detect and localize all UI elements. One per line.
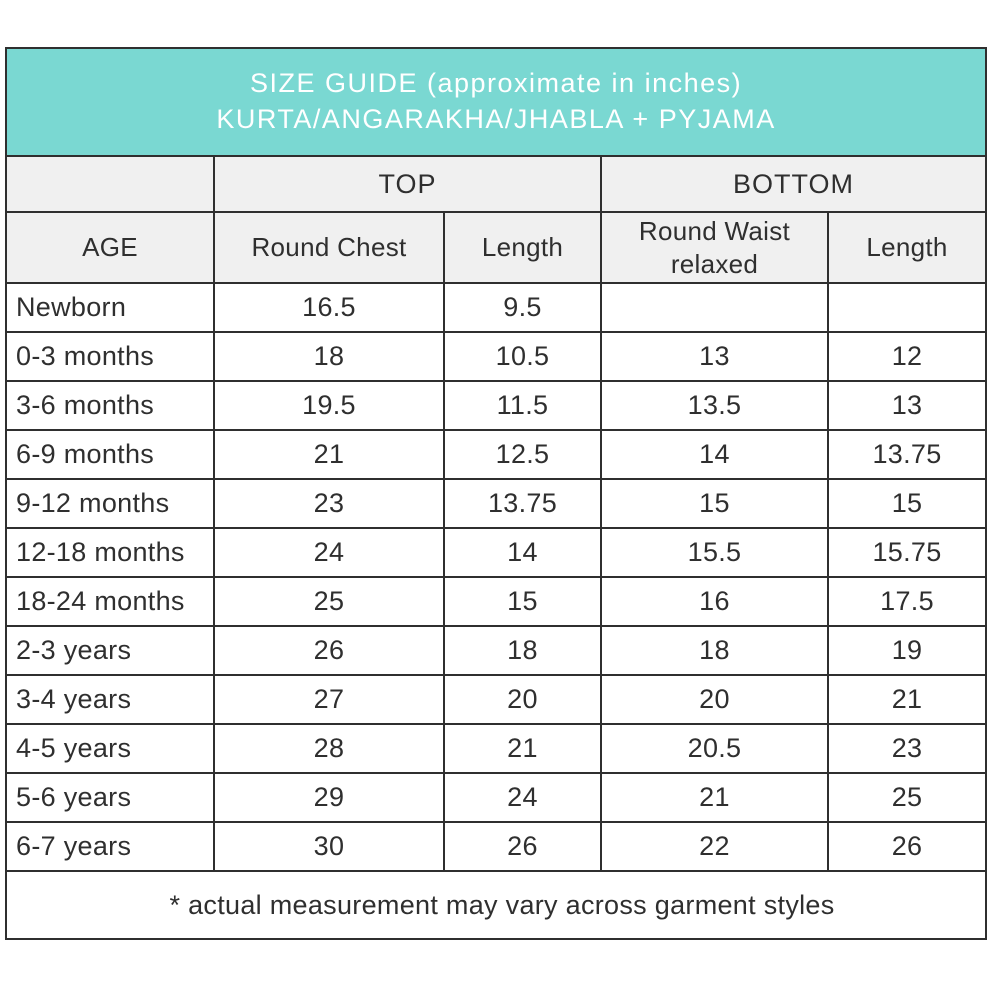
banner-subtitle: KURTA/ANGARAKHA/JHABLA + PYJAMA <box>216 104 776 134</box>
bottom-length-cell: 26 <box>826 821 988 872</box>
top-length-cell: 18 <box>443 625 602 676</box>
round-waist-cell: 21 <box>600 772 829 823</box>
age-cell: 6-7 years <box>5 821 215 872</box>
top-length-cell: 21 <box>443 723 602 774</box>
table-row: 3-4 years 27 20 20 21 <box>5 674 988 725</box>
round-waist-cell: 15 <box>600 478 829 529</box>
column-header-round-chest: Round Chest <box>213 211 445 284</box>
table-row: 2-3 years 26 18 18 19 <box>5 625 988 676</box>
column-header-age: AGE <box>5 211 215 284</box>
top-length-cell: 9.5 <box>443 282 602 333</box>
age-cell: 6-9 months <box>5 429 215 480</box>
top-length-cell: 20 <box>443 674 602 725</box>
top-length-cell: 24 <box>443 772 602 823</box>
table-row: 5-6 years 29 24 21 25 <box>5 772 988 823</box>
column-header-top-length: Length <box>443 211 602 284</box>
column-header-row: AGE Round Chest Length Round Waist relax… <box>5 211 988 284</box>
size-rows: Newborn 16.5 9.5 0-3 months 18 10.5 13 1… <box>5 282 988 872</box>
age-cell: 5-6 years <box>5 772 215 823</box>
bottom-length-cell: 17.5 <box>826 576 988 627</box>
round-waist-cell: 13.5 <box>600 380 829 431</box>
round-waist-cell <box>600 282 829 333</box>
round-waist-cell: 22 <box>600 821 829 872</box>
age-cell: 0-3 months <box>5 331 215 382</box>
top-length-cell: 26 <box>443 821 602 872</box>
group-header-bottom: BOTTOM <box>599 155 988 213</box>
bottom-length-cell: 13 <box>826 380 988 431</box>
top-length-cell: 12.5 <box>443 429 602 480</box>
round-chest-cell: 25 <box>213 576 445 627</box>
top-length-cell: 10.5 <box>443 331 602 382</box>
column-header-round-waist: Round Waist relaxed <box>600 211 829 284</box>
round-chest-cell: 27 <box>213 674 445 725</box>
group-header-row: TOP BOTTOM <box>5 155 988 213</box>
age-cell: 2-3 years <box>5 625 215 676</box>
round-waist-cell: 15.5 <box>600 527 829 578</box>
top-length-cell: 13.75 <box>443 478 602 529</box>
size-guide-banner: SIZE GUIDE (approximate in inches) KURTA… <box>4 47 988 157</box>
bottom-length-cell: 25 <box>826 772 988 823</box>
round-waist-cell: 13 <box>600 331 829 382</box>
size-guide-table: SIZE GUIDE (approximate in inches) KURTA… <box>4 47 988 940</box>
round-chest-cell: 26 <box>213 625 445 676</box>
bottom-length-cell <box>826 282 988 333</box>
table-row: 6-7 years 30 26 22 26 <box>5 821 988 872</box>
round-chest-cell: 29 <box>213 772 445 823</box>
age-cell: 4-5 years <box>5 723 215 774</box>
round-waist-cell: 18 <box>600 625 829 676</box>
age-cell: Newborn <box>5 282 215 333</box>
bottom-length-cell: 13.75 <box>826 429 988 480</box>
age-cell: 18-24 months <box>5 576 215 627</box>
top-length-cell: 14 <box>443 527 602 578</box>
group-header-top: TOP <box>213 155 602 213</box>
age-cell: 3-4 years <box>5 674 215 725</box>
table-row: 4-5 years 28 21 20.5 23 <box>5 723 988 774</box>
bottom-length-cell: 21 <box>826 674 988 725</box>
round-chest-cell: 24 <box>213 527 445 578</box>
table-row: 18-24 months 25 15 16 17.5 <box>5 576 988 627</box>
bottom-length-cell: 23 <box>826 723 988 774</box>
banner-row: SIZE GUIDE (approximate in inches) KURTA… <box>4 47 988 157</box>
age-cell: 12-18 months <box>5 527 215 578</box>
round-waist-cell: 20.5 <box>600 723 829 774</box>
bottom-length-cell: 15 <box>826 478 988 529</box>
footnote-row: * actual measurement may vary across gar… <box>4 870 988 940</box>
top-length-cell: 11.5 <box>443 380 602 431</box>
table-row: Newborn 16.5 9.5 <box>5 282 988 333</box>
round-chest-cell: 28 <box>213 723 445 774</box>
round-chest-cell: 30 <box>213 821 445 872</box>
table-row: 0-3 months 18 10.5 13 12 <box>5 331 988 382</box>
round-chest-cell: 18 <box>213 331 445 382</box>
table-row: 3-6 months 19.5 11.5 13.5 13 <box>5 380 988 431</box>
round-waist-cell: 14 <box>600 429 829 480</box>
round-waist-cell: 20 <box>600 674 829 725</box>
footnote: * actual measurement may vary across gar… <box>4 870 988 940</box>
banner-title: SIZE GUIDE (approximate in inches) <box>249 68 743 99</box>
group-header-empty <box>5 155 215 213</box>
age-cell: 9-12 months <box>5 478 215 529</box>
page: SIZE GUIDE (approximate in inches) KURTA… <box>4 47 988 940</box>
bottom-length-cell: 15.75 <box>826 527 988 578</box>
table-row: 9-12 months 23 13.75 15 15 <box>5 478 988 529</box>
round-chest-cell: 16.5 <box>213 282 445 333</box>
table-row: 6-9 months 21 12.5 14 13.75 <box>5 429 988 480</box>
bottom-length-cell: 19 <box>826 625 988 676</box>
age-cell: 3-6 months <box>5 380 215 431</box>
round-chest-cell: 23 <box>213 478 445 529</box>
column-header-bottom-length: Length <box>826 211 988 284</box>
round-chest-cell: 21 <box>213 429 445 480</box>
top-length-cell: 15 <box>443 576 602 627</box>
round-chest-cell: 19.5 <box>213 380 445 431</box>
round-waist-cell: 16 <box>600 576 829 627</box>
table-row: 12-18 months 24 14 15.5 15.75 <box>5 527 988 578</box>
bottom-length-cell: 12 <box>826 331 988 382</box>
